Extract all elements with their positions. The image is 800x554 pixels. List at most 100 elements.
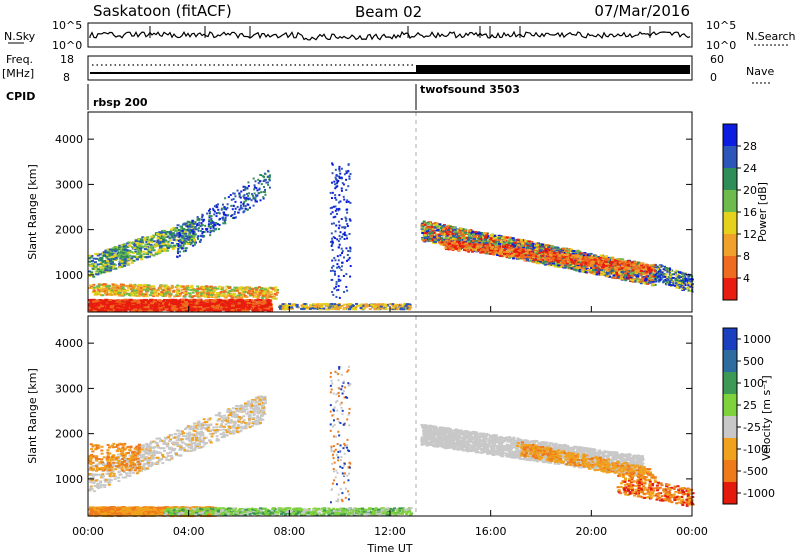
echo-cell: [148, 248, 152, 251]
echo-cell: [190, 235, 193, 238]
echo-cell: [177, 299, 182, 302]
echo-cell: [159, 238, 163, 241]
echo-cell: [160, 308, 165, 311]
echo-cell: [348, 175, 351, 178]
echo-cell: [91, 260, 95, 263]
echo-cell: [188, 304, 193, 307]
echo-cell: [334, 230, 337, 233]
echo-cell: [373, 303, 377, 306]
echo-cell: [130, 292, 134, 295]
echo-cell: [189, 289, 193, 292]
echo-cell: [112, 267, 116, 270]
echo-cell: [92, 283, 96, 286]
echo-cell: [136, 246, 140, 249]
echo-cell: [98, 268, 102, 271]
echo-cell: [273, 288, 277, 291]
echo-cell: [145, 293, 149, 296]
echo-cell: [207, 309, 212, 312]
echo-cell: [180, 229, 184, 232]
echo-cell: [196, 298, 201, 301]
echo-cell: [331, 259, 334, 262]
echo-cell: [91, 291, 95, 294]
echo-cell: [147, 241, 151, 244]
echo-cell: [113, 249, 117, 252]
freq-panel: Freq. [MHz] 18 8 60 0 Nave: [2, 53, 774, 84]
echo-cell: [179, 238, 182, 241]
echo-cell: [271, 297, 275, 300]
echo-cell: [130, 257, 134, 260]
echo-cell: [182, 244, 185, 247]
echo-cell: [345, 273, 348, 276]
echo-cell: [201, 304, 206, 307]
echo-cell: [177, 248, 180, 251]
echo-cell: [119, 283, 123, 286]
echo-cell: [113, 258, 117, 261]
echo-cell: [185, 247, 188, 250]
echo-cell: [99, 305, 104, 308]
echo-cell: [222, 213, 225, 216]
echo-cell: [114, 302, 119, 305]
echo-cell: [345, 234, 348, 237]
echo-cell: [93, 293, 97, 296]
echo-cell: [89, 285, 93, 288]
echo-cell: [166, 309, 171, 312]
echo-cell: [149, 253, 153, 256]
echo-cell: [246, 302, 251, 305]
echo-cell: [115, 286, 119, 289]
echo-cell: [195, 301, 200, 304]
echo-cell: [230, 215, 233, 218]
echo-cell: [139, 238, 143, 241]
echo-cell: [112, 306, 117, 309]
echo-cell: [109, 301, 114, 304]
echo-cell: [332, 222, 335, 225]
echo-cell: [340, 167, 343, 170]
echo-cell: [137, 300, 142, 303]
echo-cell: [188, 228, 192, 231]
echo-cell: [243, 200, 246, 203]
echo-cell: [99, 258, 103, 261]
echo-cell: [232, 198, 235, 201]
echo-cell: [169, 233, 173, 236]
echo-cell: [359, 303, 363, 306]
echo-cell: [186, 288, 190, 291]
echo-cell: [98, 259, 102, 262]
echo-cell: [233, 301, 238, 304]
echo-cell: [156, 233, 160, 236]
echo-cell: [241, 289, 245, 292]
echo-cell: [252, 300, 257, 303]
echo-cell: [349, 265, 352, 268]
echo-cell: [121, 283, 125, 286]
echo-cell: [238, 286, 242, 289]
echo-cell: [108, 254, 112, 257]
echo-cell: [90, 271, 94, 274]
echo-cell: [129, 283, 133, 286]
echo-cell: [225, 208, 228, 211]
echo-cell: [109, 306, 114, 309]
echo-cell: [245, 199, 248, 202]
echo-cell: [104, 249, 108, 252]
echo-cell: [204, 224, 207, 227]
echo-cell: [179, 285, 183, 288]
echo-cell: [104, 270, 108, 273]
echo-cell: [106, 248, 110, 251]
echo-cell: [275, 291, 279, 294]
echo-cell: [163, 244, 167, 247]
echo-cell: [177, 252, 180, 255]
echo-cell: [121, 285, 125, 288]
echo-cell: [345, 172, 348, 175]
echo-cell: [92, 275, 96, 278]
echo-cell: [165, 285, 169, 288]
echo-cell: [232, 289, 236, 292]
echo-cell: [281, 307, 285, 310]
echo-cell: [177, 245, 181, 248]
echo-cell: [202, 293, 206, 296]
echo-cell: [346, 253, 349, 256]
echo-cell: [121, 304, 126, 307]
echo-cell: [337, 207, 340, 210]
echo-cell: [332, 293, 335, 296]
echo-cell: [251, 193, 254, 196]
echo-cell: [256, 189, 259, 192]
echo-cell: [96, 285, 100, 288]
echo-cell: [234, 200, 237, 203]
echo-cell: [335, 280, 338, 283]
